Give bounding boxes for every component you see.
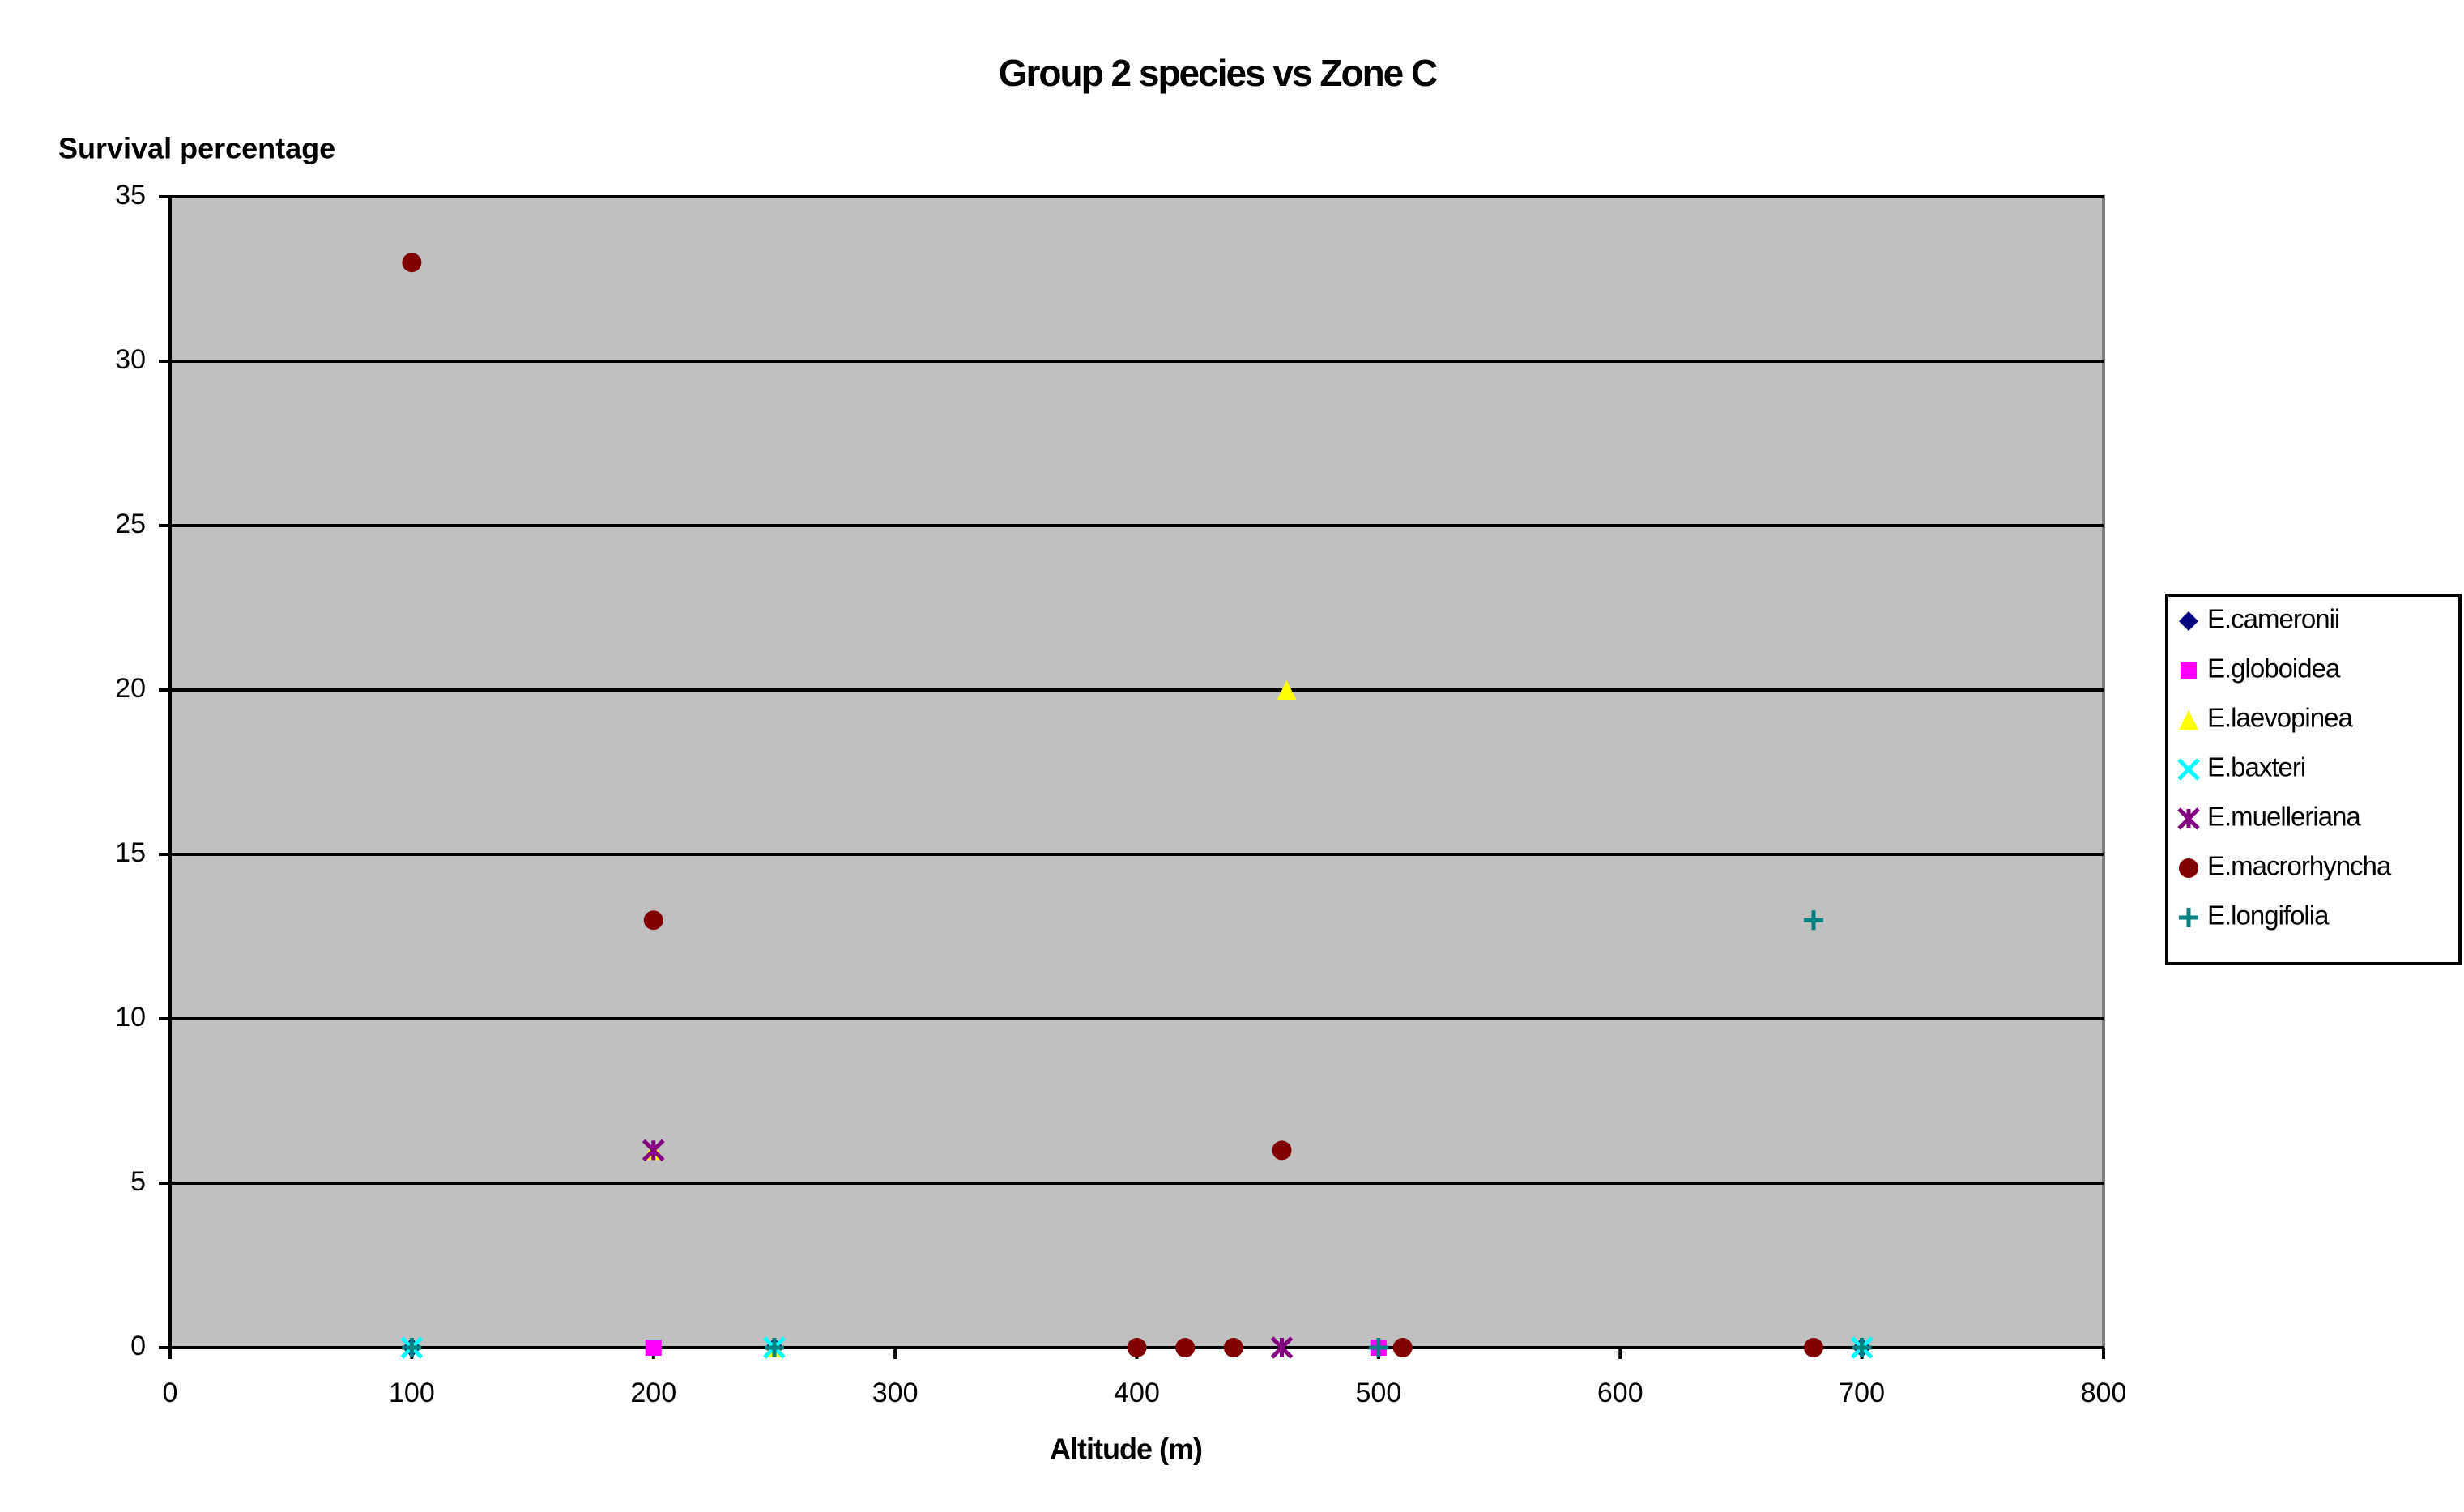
legend-label: E.muelleriana xyxy=(2207,802,2361,832)
y-tick-label: 25 xyxy=(115,509,146,539)
legend-marker xyxy=(2179,611,2198,631)
x-tick-label: 400 xyxy=(1114,1378,1160,1408)
legend-marker xyxy=(2177,758,2200,781)
marker xyxy=(764,1338,784,1357)
plot-area xyxy=(168,195,2105,1349)
marker xyxy=(1272,1140,1292,1161)
chart-title: Group 2 species vs Zone C xyxy=(999,52,1437,94)
x-tick-label: 800 xyxy=(2081,1378,2127,1408)
marker xyxy=(1277,680,1297,700)
legend-marker xyxy=(2179,908,2198,927)
y-tick-label: 15 xyxy=(115,837,146,868)
y-tick-label: 10 xyxy=(115,1002,146,1033)
marker xyxy=(645,1340,662,1356)
legend-label: E.macrorhyncha xyxy=(2207,851,2392,881)
legend-label: E.baxteri xyxy=(2207,752,2305,782)
marker xyxy=(402,1338,422,1357)
marker xyxy=(1223,1338,1243,1357)
marker xyxy=(643,910,663,931)
legend-label: E.cameronii xyxy=(2207,604,2339,634)
marker xyxy=(1803,910,1823,931)
legend-marker xyxy=(2179,858,2198,878)
y-tick-label: 20 xyxy=(115,673,146,704)
marker xyxy=(642,1139,665,1162)
x-tick-label: 300 xyxy=(872,1378,919,1408)
legend-label: E.laevopinea xyxy=(2207,703,2353,733)
x-tick-label: 500 xyxy=(1356,1378,1402,1408)
marker xyxy=(1803,1338,1823,1357)
x-axis-label: Altitude (m) xyxy=(1050,1433,1202,1466)
y-tick-label: 5 xyxy=(130,1166,146,1197)
legend-marker xyxy=(2179,710,2198,730)
marker xyxy=(1175,1338,1196,1357)
x-tick-label: 700 xyxy=(1839,1378,1885,1408)
legend-label: E.globoidea xyxy=(2207,654,2341,684)
x-tick-label: 100 xyxy=(389,1378,435,1408)
x-tick-label: 200 xyxy=(630,1378,676,1408)
y-tick-label: 35 xyxy=(115,180,146,211)
marker xyxy=(1127,1338,1147,1357)
marker xyxy=(402,253,422,273)
y-tick-label: 30 xyxy=(115,344,146,375)
legend-marker xyxy=(2181,662,2197,679)
marker xyxy=(1392,1338,1413,1357)
y-axis-label: Survival percentage xyxy=(58,132,335,165)
y-tick-label: 0 xyxy=(130,1331,146,1361)
x-tick-label: 0 xyxy=(163,1378,178,1408)
marker xyxy=(1270,1336,1294,1359)
marker xyxy=(1852,1338,1872,1357)
marker xyxy=(1368,1338,1388,1357)
x-tick-label: 600 xyxy=(1597,1378,1643,1408)
legend-marker xyxy=(2177,807,2200,830)
legend-label: E.longifolia xyxy=(2207,901,2330,931)
legend-box xyxy=(2165,594,2462,965)
